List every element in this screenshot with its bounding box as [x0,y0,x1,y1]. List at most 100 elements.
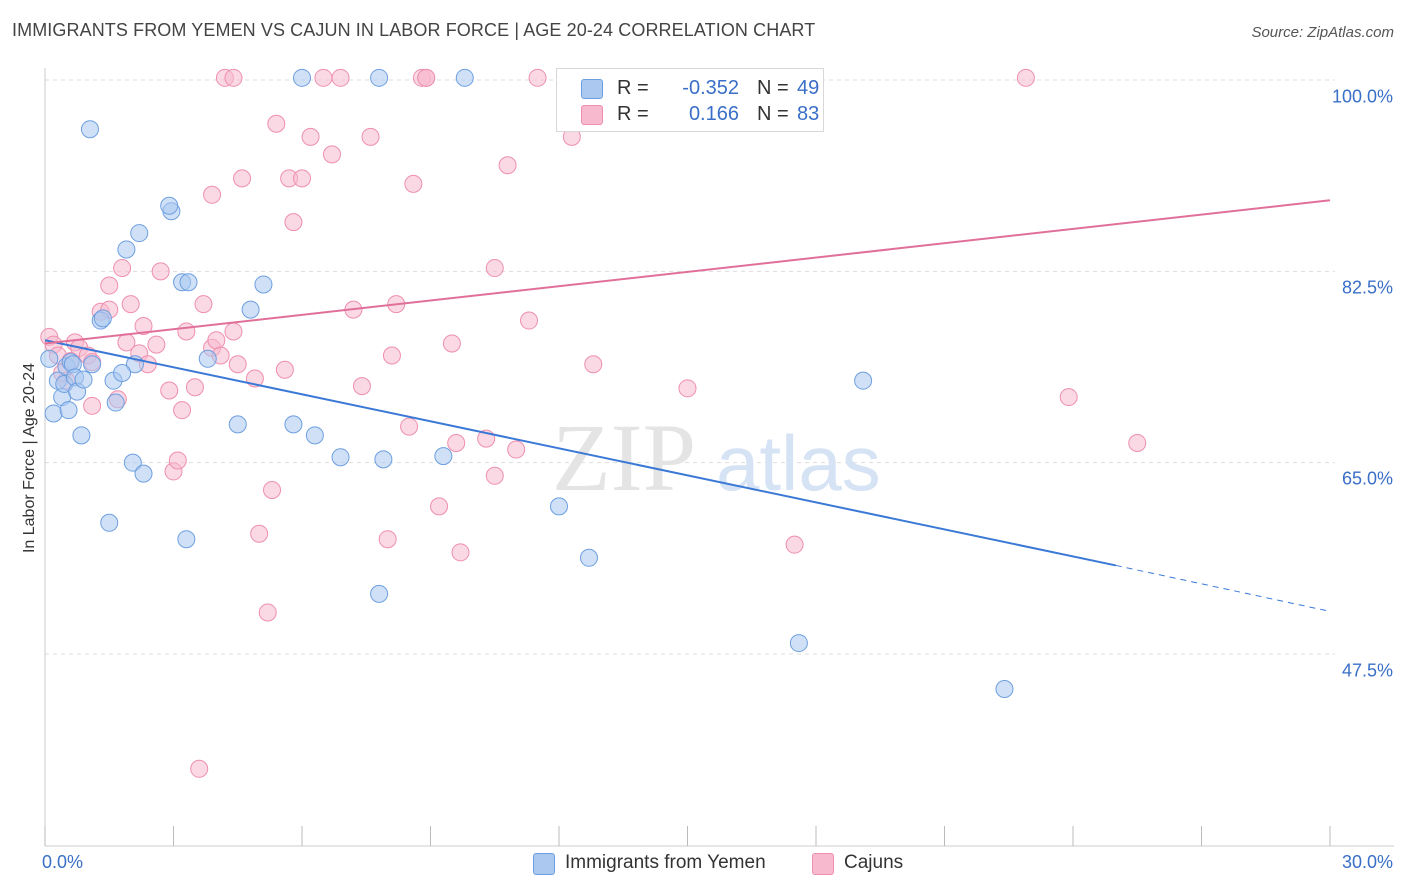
cajuns-point [207,331,226,350]
yemen-point [106,393,125,412]
cajuns-point [224,68,243,87]
cajuns-point [258,603,277,622]
cajuns-point [331,68,350,87]
cajuns-point [378,530,397,549]
yemen-point [331,448,350,467]
legend-swatch-pink [812,853,834,875]
cajuns-point [1128,433,1147,452]
yemen-point [130,224,149,243]
trend-lines [44,199,1331,612]
cajuns-point [400,417,419,436]
cajuns-point [314,68,333,87]
legend-swatch-blue [581,79,603,99]
cajuns-point [485,466,504,485]
cajuns-point [442,334,461,353]
cajuns-point [160,381,179,400]
cajuns-point [584,355,603,374]
legend-r-label: R = [617,77,649,99]
yemen-point [117,240,136,259]
series-legend: Immigrants from Yemen Cajuns [0,852,1406,878]
legend-n-label: N = [757,77,789,99]
yemen-point [241,300,260,319]
cajuns-point [485,259,504,278]
cajuns-point [185,378,204,397]
cajuns-point [194,295,213,314]
cajuns-point [1016,68,1035,87]
yemen-point [370,584,389,603]
yemen-point [579,548,598,567]
yemen-point [789,634,808,653]
cajuns-point [520,311,539,330]
yemen-point [455,68,474,87]
yemen-point [100,513,119,532]
yemen-point [374,450,393,469]
cajuns-point [250,524,269,543]
cajuns-point [100,276,119,295]
cajuns-point [447,433,466,452]
yemen-point [179,273,198,292]
x-tick-label: 30.0% [1341,852,1393,872]
legend-swatch-pink [581,105,603,125]
yemen-point [198,349,217,368]
cajuns-point [203,185,222,204]
cajuns-point [361,127,380,146]
cajuns-point [233,169,252,188]
y-tick-label: 82.5% [1341,277,1393,298]
y-tick-label: 47.5% [1341,660,1393,681]
cajuns-point [507,440,526,459]
yemen-point [434,447,453,466]
yemen-point [293,68,311,87]
yemen-point [305,426,324,445]
yemen-point [59,401,78,420]
cajuns-point [267,114,286,133]
yemen-point [995,679,1014,698]
yemen-point [177,530,196,549]
watermark: ZIP atlas [552,404,881,511]
cajuns-point [678,379,697,398]
cajuns-point [284,213,303,232]
legend-r-value: 0.166 [688,103,739,125]
yemen-point [254,275,273,294]
cajuns-point [404,174,423,193]
yemen-trend-line [44,339,1117,567]
yemen-point [228,415,247,434]
yemen-point [854,371,873,390]
yemen-point [123,453,142,472]
watermark-zip: ZIP [552,404,696,511]
x-tick-label: 0.0% [42,852,84,872]
y-axis-label: In Labor Force | Age 20-24 [21,362,38,554]
cajuns-point [430,497,449,516]
legend-swatch-blue [533,853,555,875]
yemen-point [370,68,389,87]
cajuns-point [134,317,153,335]
watermark-atlas: atlas [716,419,881,507]
cajuns-point [263,481,282,499]
cajuns-point [147,335,166,354]
grid-lines [45,79,1335,655]
yemen-point [134,464,153,483]
yemen-point [93,309,112,328]
cajuns-point [352,377,371,396]
cajuns-point [190,759,209,778]
cajuns-point [228,355,247,374]
cajuns-point [121,295,140,314]
yemen-point [44,404,63,423]
cajuns-point [382,346,401,365]
yemen-point [40,349,59,368]
y-tick-label: 65.0% [1341,468,1393,489]
yemen-point [80,120,99,139]
axes [44,68,1394,847]
cajuns-point [451,543,470,562]
yemen-point [284,415,303,434]
cajuns-point [417,68,436,87]
yemen-point [160,196,179,215]
cajuns-point [168,451,187,470]
cajuns-point [301,127,320,146]
legend-label-yemen: Immigrants from Yemen [565,852,766,873]
yemen-point [113,364,132,383]
legend-n-label: N = [757,103,789,125]
cajuns-point [498,156,517,175]
legend-n-value: 49 [797,77,820,99]
chart-source: Source: ZipAtlas.com [1251,24,1394,41]
